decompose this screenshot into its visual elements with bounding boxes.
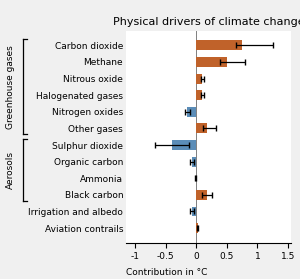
Bar — [196, 57, 227, 67]
Bar — [172, 140, 196, 150]
Bar — [196, 90, 203, 100]
Bar — [196, 223, 197, 233]
Title: Physical drivers of climate change: Physical drivers of climate change — [113, 17, 300, 27]
Bar — [196, 190, 207, 200]
Text: Greenhouse gases: Greenhouse gases — [6, 45, 15, 129]
Bar — [196, 123, 207, 133]
Bar — [192, 157, 196, 167]
Text: Aerosols: Aerosols — [6, 151, 15, 189]
Bar — [192, 206, 196, 217]
Bar — [187, 107, 196, 117]
Text: Contribution in °C: Contribution in °C — [126, 268, 207, 277]
Bar — [196, 74, 203, 83]
Bar — [196, 40, 242, 50]
